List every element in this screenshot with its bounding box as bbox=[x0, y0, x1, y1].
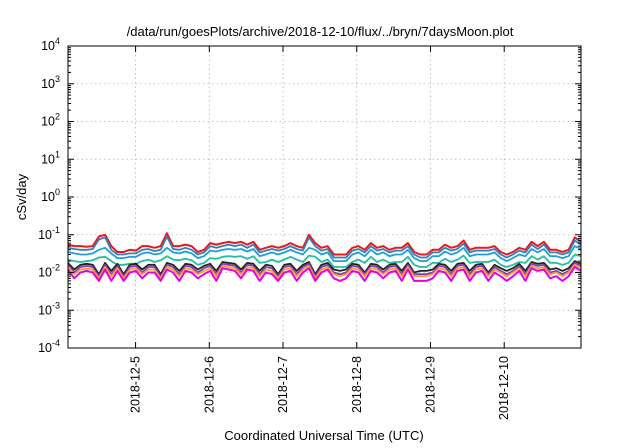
x-tick-label: 2018-12-7 bbox=[276, 356, 290, 413]
y-axis-label: cSv/day bbox=[14, 173, 29, 220]
x-tick-label: 2018-12-5 bbox=[129, 356, 143, 413]
y-tick-label: 100 bbox=[41, 187, 60, 204]
y-tick-label: 10-1 bbox=[38, 225, 60, 242]
y-tick-label: 104 bbox=[41, 36, 60, 53]
grid-lines bbox=[68, 46, 581, 348]
x-axis-label: Coordinated Universal Time (UTC) bbox=[224, 428, 423, 443]
y-tick-label: 10-3 bbox=[38, 300, 60, 317]
y-tick-label: 10-4 bbox=[38, 338, 60, 355]
series-layer bbox=[67, 232, 582, 282]
x-tick-label: 2018-12-9 bbox=[423, 356, 437, 413]
series-line-8 bbox=[67, 266, 582, 282]
x-axis-ticks: 2018-12-5 2018-12-6 2018-12-7 2018-12-8 2018… bbox=[129, 46, 511, 420]
series-line-6 bbox=[67, 261, 582, 278]
series-line-5 bbox=[67, 260, 582, 276]
series-line-7 bbox=[67, 263, 582, 280]
y-tick-label: 103 bbox=[41, 74, 60, 91]
x-tick-label: 2018-12-10 bbox=[497, 356, 511, 420]
y-tick-label: 10-2 bbox=[38, 263, 60, 280]
series-line-3 bbox=[67, 245, 582, 263]
chart-title: /data/run/goesPlots/archive/2018-12-10/f… bbox=[127, 24, 514, 39]
y-tick-label: 101 bbox=[41, 149, 60, 166]
series-line-1 bbox=[67, 232, 582, 256]
y-tick-label: 102 bbox=[41, 112, 60, 129]
series-line-4 bbox=[67, 253, 582, 268]
x-tick-label: 2018-12-6 bbox=[202, 356, 216, 413]
x-tick-label: 2018-12-8 bbox=[350, 356, 364, 413]
series-line-2 bbox=[67, 235, 582, 259]
y-axis-ticks: 104 103 102 101 100 10-1 10-2 10-3 10-4 bbox=[38, 36, 581, 355]
